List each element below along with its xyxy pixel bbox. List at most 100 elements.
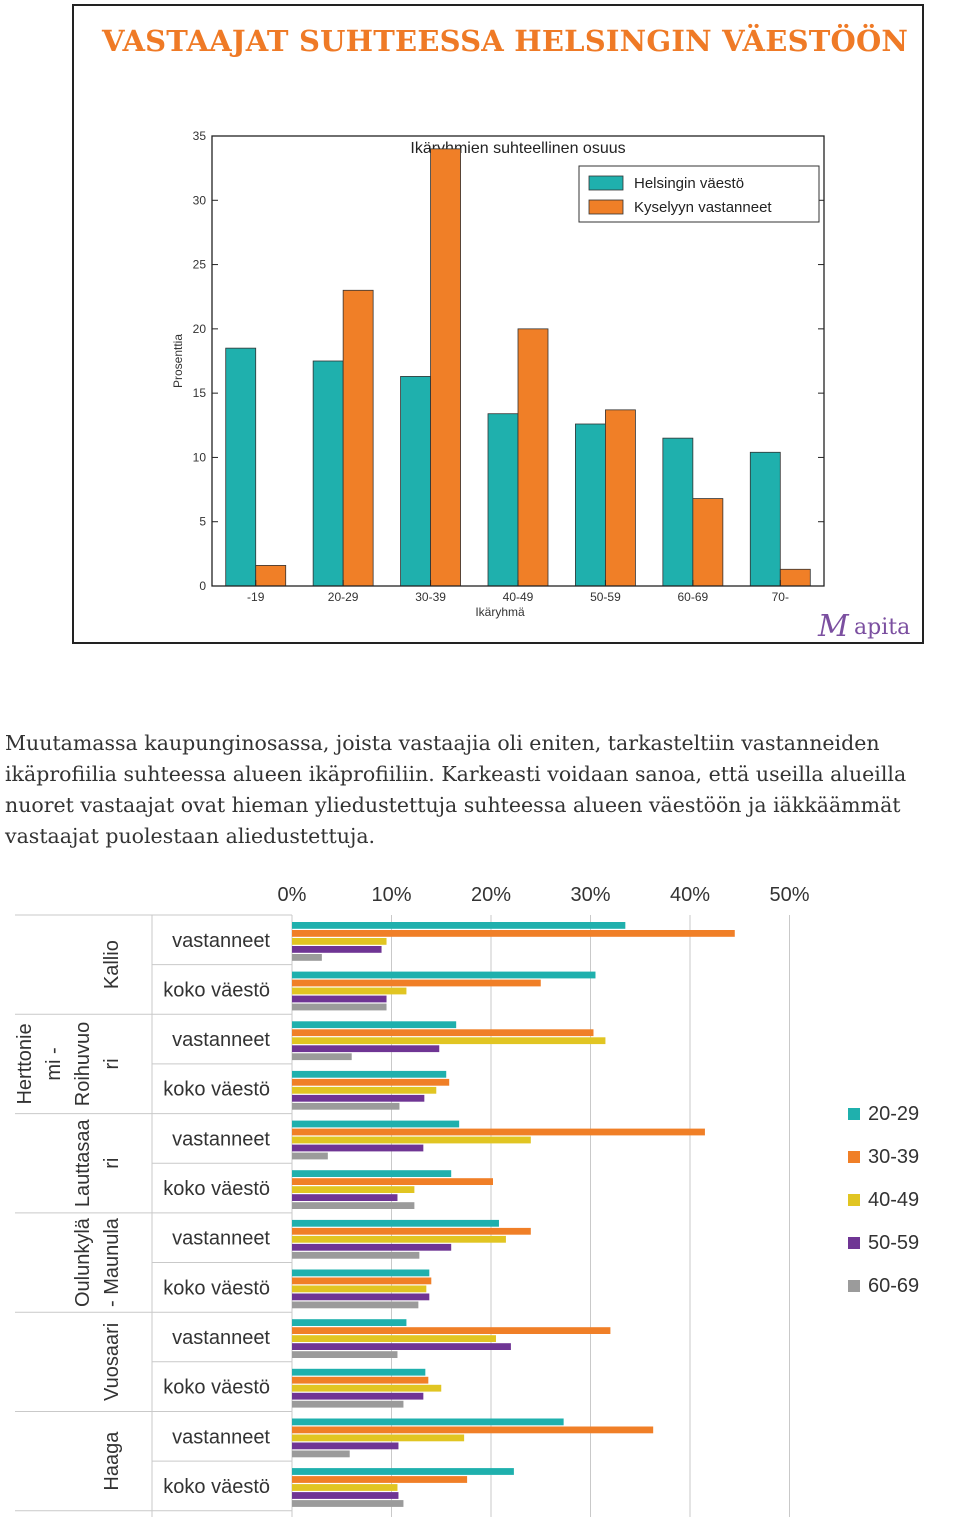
bar-helsingin-väestö bbox=[487, 413, 519, 587]
bar-20-29 bbox=[292, 1319, 407, 1326]
mapita-logo-text: apita bbox=[854, 615, 910, 640]
legend-label: 60-69 bbox=[868, 1275, 919, 1297]
row-label: koko väestö bbox=[163, 979, 270, 1001]
bar-50-59 bbox=[292, 1194, 398, 1201]
bar-60-69 bbox=[292, 954, 322, 961]
bar-30-39 bbox=[292, 1029, 594, 1037]
bar-40-49 bbox=[292, 938, 387, 945]
bar-20-29 bbox=[292, 1468, 514, 1475]
bar-40-49 bbox=[292, 1037, 606, 1045]
bar-60-69 bbox=[292, 1450, 350, 1458]
x-tick-label: 30% bbox=[570, 884, 610, 906]
bar-30-39 bbox=[292, 1476, 468, 1483]
bar-60-69 bbox=[292, 1152, 328, 1160]
chart-title: Ikäryhmien suhteellinen osuus bbox=[410, 140, 625, 157]
x-tick-label: 50% bbox=[769, 884, 809, 906]
bar-30-39 bbox=[292, 1078, 450, 1086]
row-label: koko väestö bbox=[163, 1476, 270, 1498]
bar-20-29 bbox=[292, 971, 596, 979]
bar-40-49 bbox=[292, 1235, 506, 1243]
legend-swatch bbox=[848, 1108, 860, 1120]
legend-swatch bbox=[848, 1194, 860, 1206]
group-label: Lauttasaa bbox=[72, 1118, 94, 1207]
bar-kyselyyn-vastanneet bbox=[430, 148, 461, 587]
bar-20-29 bbox=[292, 1219, 499, 1227]
bar-helsingin-väestö bbox=[312, 360, 344, 587]
y-tick-label: 30 bbox=[193, 193, 207, 207]
bar-50-59 bbox=[292, 1045, 440, 1053]
bar-helsingin-väestö bbox=[749, 451, 781, 587]
bar-60-69 bbox=[292, 1301, 419, 1309]
row-label: vastanneet bbox=[172, 1029, 270, 1051]
bar-kyselyyn-vastanneet bbox=[779, 568, 811, 587]
bar-50-59 bbox=[292, 1293, 430, 1301]
x-tick-label: 50-59 bbox=[590, 590, 621, 604]
intro-paragraph: Muutamassa kaupunginosassa, joista vasta… bbox=[5, 731, 907, 848]
bar-30-39 bbox=[292, 979, 541, 987]
row-label: koko väestö bbox=[163, 1178, 270, 1200]
legend-label: 20-29 bbox=[868, 1103, 919, 1125]
bar-40-49 bbox=[292, 1086, 437, 1094]
bar-40-49 bbox=[292, 987, 407, 995]
group-label: Herttonie bbox=[14, 1023, 36, 1104]
bar-helsingin-väestö bbox=[225, 347, 257, 587]
bar-30-39 bbox=[292, 930, 735, 937]
x-tick-label: -19 bbox=[247, 590, 265, 604]
group-label: ri bbox=[101, 1058, 123, 1069]
bar-30-39 bbox=[292, 1128, 705, 1136]
bar-kyselyyn-vastanneet bbox=[692, 498, 724, 587]
y-tick-label: 15 bbox=[193, 386, 207, 400]
bar-40-49 bbox=[292, 1434, 465, 1442]
group-label: Vuosaari bbox=[101, 1323, 123, 1401]
bar-30-39 bbox=[292, 1327, 611, 1334]
row-label: koko väestö bbox=[163, 1277, 270, 1299]
legend-swatch bbox=[848, 1280, 860, 1292]
x-tick-label: 20-29 bbox=[328, 590, 359, 604]
group-label: mi - bbox=[43, 1047, 65, 1080]
district-age-profile-chart: 0% 10% 20% 30% 40% 50% Kallio vastanneet koko vä… bbox=[14, 884, 919, 1517]
row-label: vastanneet bbox=[172, 1228, 270, 1250]
plot-frame bbox=[211, 135, 825, 587]
bar-20-29 bbox=[292, 1021, 457, 1029]
legend-label: Kyselyyn vastanneet bbox=[634, 199, 772, 216]
bar-40-49 bbox=[292, 1186, 415, 1193]
bar-60-69 bbox=[292, 1053, 352, 1061]
bar-50-59 bbox=[292, 1492, 399, 1499]
legend-swatch bbox=[588, 199, 624, 215]
x-tick-label: 40-49 bbox=[503, 590, 534, 604]
bar-30-39 bbox=[292, 1227, 531, 1235]
x-tick-label: 10% bbox=[371, 884, 411, 906]
bar-40-49 bbox=[292, 1285, 427, 1293]
row-label: vastanneet bbox=[172, 1128, 270, 1150]
mapita-logo-initial: M bbox=[817, 610, 850, 642]
y-tick-label: 10 bbox=[193, 450, 207, 464]
bar-60-69 bbox=[292, 1400, 404, 1408]
x-tick-label: 70- bbox=[772, 590, 789, 604]
bar-50-59 bbox=[292, 1094, 425, 1102]
x-tick-label: 40% bbox=[670, 884, 710, 906]
bar-60-69 bbox=[292, 1102, 400, 1110]
bar-40-49 bbox=[292, 1384, 442, 1392]
legend-label: 30-39 bbox=[868, 1146, 919, 1168]
bar-50-59 bbox=[292, 1343, 511, 1350]
bar-50-59 bbox=[292, 995, 387, 1003]
bar-20-29 bbox=[292, 1120, 460, 1128]
bar-helsingin-väestö bbox=[575, 423, 606, 587]
age-share-chart: Ikäryhmien suhteellinen osuus 0 5 10 15 20 25 3… bbox=[171, 129, 825, 619]
page-title: VASTAAJAT SUHTEESSA HELSINGIN VÄESTÖÖN bbox=[102, 24, 909, 58]
bar-50-59 bbox=[292, 1144, 424, 1152]
group-label: Roihuvuo bbox=[72, 1022, 94, 1107]
row-label: vastanneet bbox=[172, 930, 270, 952]
y-tick-label: 35 bbox=[193, 129, 207, 143]
legend-label: Helsingin väestö bbox=[634, 175, 744, 192]
bar-helsingin-väestö bbox=[400, 376, 431, 587]
bar-20-29 bbox=[292, 1368, 426, 1376]
bar-kyselyyn-vastanneet bbox=[342, 289, 374, 587]
group-label: - Maunula bbox=[101, 1217, 123, 1307]
bar-40-49 bbox=[292, 1136, 531, 1144]
bar-20-29 bbox=[292, 1269, 430, 1277]
bar-30-39 bbox=[292, 1426, 654, 1434]
row-label: koko väestö bbox=[163, 1079, 270, 1101]
x-tick-label: 60-69 bbox=[678, 590, 709, 604]
bar-30-39 bbox=[292, 1376, 429, 1384]
